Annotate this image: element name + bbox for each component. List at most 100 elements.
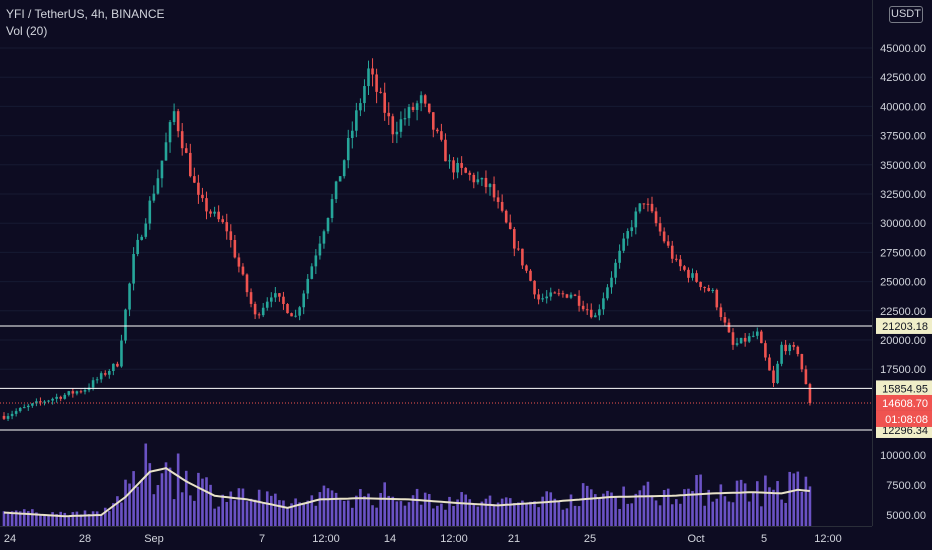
volume-bar bbox=[415, 488, 419, 527]
candle-body bbox=[500, 201, 504, 211]
volume-bar bbox=[298, 502, 301, 527]
volume-bar bbox=[658, 505, 662, 527]
candle-body bbox=[780, 344, 783, 364]
candle-body bbox=[513, 229, 516, 249]
price-tick-label: 40000.00 bbox=[880, 101, 926, 113]
volume-bar bbox=[638, 490, 642, 527]
volume-bar bbox=[577, 506, 581, 527]
candle-body bbox=[602, 298, 605, 310]
volume-bar bbox=[642, 485, 646, 527]
volume-bar bbox=[359, 489, 362, 527]
candle-body bbox=[427, 103, 431, 113]
volume-ma-line bbox=[3, 467, 810, 518]
candle-body bbox=[537, 294, 540, 300]
volume-bar bbox=[180, 492, 184, 527]
candle-body bbox=[444, 139, 447, 162]
volume-bar bbox=[124, 479, 127, 527]
volume-bar bbox=[788, 471, 791, 527]
candle-countdown-tag-bg bbox=[876, 410, 932, 427]
volume-bar bbox=[529, 501, 532, 527]
currency-badge[interactable]: USDT bbox=[889, 6, 923, 23]
volume-bar bbox=[525, 504, 528, 527]
candle-body bbox=[735, 343, 739, 345]
volume-bar bbox=[508, 498, 512, 527]
volume-bar bbox=[634, 493, 638, 527]
candle-body bbox=[561, 293, 565, 295]
candle-body bbox=[278, 293, 281, 297]
time-tick-label: 24 bbox=[4, 533, 16, 545]
volume-bar bbox=[541, 496, 544, 527]
candle-body bbox=[265, 301, 269, 308]
candle-body bbox=[687, 269, 690, 278]
volume-bar bbox=[432, 508, 435, 527]
price-axis[interactable]: 22500.00 25000.00 27500.00 30000.00 32500.00… bbox=[880, 43, 926, 522]
volume-bar bbox=[371, 505, 374, 527]
candle-body bbox=[751, 335, 755, 337]
volume-bar bbox=[666, 488, 670, 527]
candle-body bbox=[557, 293, 561, 295]
candle-body bbox=[67, 391, 71, 395]
candle-body bbox=[249, 292, 253, 304]
candle-body bbox=[598, 309, 601, 316]
volume-bar bbox=[63, 512, 67, 527]
volume-bar bbox=[156, 485, 160, 527]
time-axis[interactable]: 24 28 Sep 7 12:00 14 12:00 21 25 Oct 5 12:00 bbox=[4, 533, 842, 545]
volume-bar bbox=[294, 498, 297, 527]
volume-bar bbox=[132, 471, 135, 527]
candle-body bbox=[618, 250, 621, 263]
candle-body bbox=[298, 307, 301, 316]
volume-bar bbox=[407, 502, 411, 527]
volume-bar bbox=[103, 507, 107, 527]
candle-body bbox=[719, 307, 723, 318]
candle-body bbox=[375, 74, 378, 92]
volume-bar bbox=[715, 498, 719, 527]
candle-body bbox=[638, 203, 642, 212]
volume-bar bbox=[55, 514, 58, 527]
price-tick-label: 35000.00 bbox=[880, 160, 926, 172]
candle-body bbox=[387, 112, 391, 117]
candle-body bbox=[464, 167, 467, 173]
candle-body bbox=[39, 401, 42, 403]
volume-bar bbox=[423, 492, 427, 527]
volume-tick-label: 7500.00 bbox=[886, 480, 926, 492]
candle-body bbox=[116, 363, 119, 367]
candle-countdown-tag: 01:08:08 bbox=[885, 414, 928, 426]
candle-body bbox=[63, 394, 67, 399]
volume-bar bbox=[47, 514, 50, 527]
volume-indicator-label[interactable]: Vol (20) bbox=[6, 24, 48, 38]
candle-body bbox=[646, 203, 650, 205]
candle-body bbox=[330, 199, 334, 219]
candle-body bbox=[529, 270, 532, 281]
time-tick-label: Oct bbox=[687, 533, 704, 545]
volume-bar bbox=[553, 498, 557, 527]
candle-body bbox=[565, 294, 569, 298]
volume-bar bbox=[557, 501, 561, 527]
horizontal-levels[interactable] bbox=[0, 325, 872, 431]
candle-body bbox=[541, 298, 544, 300]
candle-body bbox=[448, 160, 451, 162]
volume-bar bbox=[79, 514, 83, 527]
candle-body bbox=[472, 174, 476, 183]
volume-bar bbox=[67, 516, 71, 527]
price-tick-label: 37500.00 bbox=[880, 131, 926, 143]
volume-bar bbox=[249, 498, 253, 527]
candle-body bbox=[160, 160, 164, 179]
candle-body bbox=[399, 119, 403, 132]
volume-bar bbox=[363, 496, 366, 527]
volume-bar bbox=[205, 477, 208, 527]
volume-bar bbox=[286, 508, 289, 527]
volume-bar bbox=[144, 443, 148, 527]
volume-bar bbox=[589, 489, 593, 527]
candle-body bbox=[683, 266, 686, 270]
volume-bar bbox=[533, 501, 536, 527]
time-tick-label: 12:00 bbox=[440, 533, 468, 545]
volume-bar bbox=[444, 509, 447, 527]
volume-bar bbox=[225, 501, 229, 527]
candle-body bbox=[120, 340, 123, 367]
candle-body bbox=[326, 218, 330, 232]
volume-bar bbox=[261, 502, 265, 527]
volume-bar bbox=[695, 475, 698, 527]
candle-body bbox=[43, 401, 46, 403]
volume-bar bbox=[650, 495, 654, 527]
